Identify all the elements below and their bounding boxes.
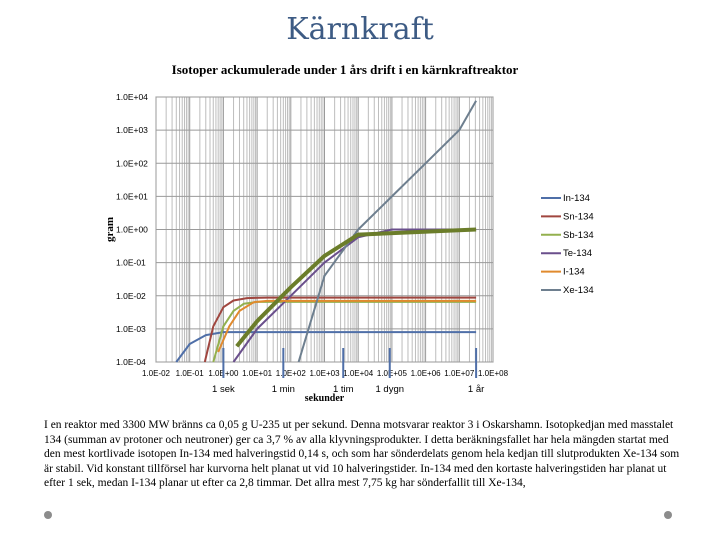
x-tick-label: 1.0E+04 xyxy=(343,369,374,378)
x-tick-label: 1.0E-01 xyxy=(176,369,205,378)
x-tick-label: 1.0E+08 xyxy=(478,369,509,378)
series-line-xe-134 xyxy=(297,100,477,363)
legend-label: Xe-134 xyxy=(563,285,594,296)
y-tick-label: 1.0E+04 xyxy=(116,92,148,102)
y-tick-label: 1.0E+01 xyxy=(116,191,148,201)
y-tick-label: 1.0E-04 xyxy=(116,357,146,367)
y-tick-label: 1.0E+00 xyxy=(116,225,148,235)
y-axis-title: gram xyxy=(104,217,116,242)
x-tick-label: 1.0E+02 xyxy=(276,369,307,378)
x-tick-label: 1.0E-02 xyxy=(142,369,171,378)
isotope-chart: 1.0E+041.0E+031.0E+021.0E+011.0E+001.0E-… xyxy=(104,92,594,404)
legend-label: Sb-134 xyxy=(563,230,594,241)
chart-title: Isotoper ackumulerade under 1 års drift … xyxy=(171,62,519,77)
y-tick-label: 1.0E+02 xyxy=(116,158,148,168)
time-marker-label: 1 min xyxy=(272,384,295,395)
series-line-unnamed-6 xyxy=(235,227,477,348)
time-marker-label: 1 sek xyxy=(212,384,235,395)
legend-label: Te-134 xyxy=(563,248,592,259)
series-line-i-134 xyxy=(217,299,477,353)
series-line-sn-134 xyxy=(203,296,477,363)
x-tick-label: 1.0E+03 xyxy=(309,369,340,378)
y-tick-label: 1.0E-02 xyxy=(116,291,146,301)
y-tick-label: 1.0E-01 xyxy=(116,258,146,268)
bullet-dot-left xyxy=(44,511,52,519)
time-marker-label: 1 tim xyxy=(333,384,354,395)
body-text: I en reaktor med 3300 MW bränns ca 0,05 … xyxy=(44,419,680,490)
legend-label: In-134 xyxy=(563,193,590,204)
x-tick-label: 1.0E+05 xyxy=(377,369,408,378)
y-tick-label: 1.0E-03 xyxy=(116,324,146,334)
bullet-dot-right xyxy=(664,511,672,519)
x-axis-title: sekunder xyxy=(305,393,345,404)
time-marker-label: 1 år xyxy=(468,384,484,395)
legend-label: Sn-134 xyxy=(563,211,594,222)
series-line-in-134 xyxy=(175,331,477,363)
slide-title: Kärnkraft xyxy=(286,12,434,47)
x-tick-label: 1.0E+07 xyxy=(444,369,475,378)
x-tick-label: 1.0E+01 xyxy=(242,369,273,378)
series-line-te-134 xyxy=(232,228,477,363)
y-tick-label: 1.0E+03 xyxy=(116,125,148,135)
x-tick-label: 1.0E+06 xyxy=(411,369,442,378)
legend-label: I-134 xyxy=(563,267,585,278)
time-marker-label: 1 dygn xyxy=(375,384,404,395)
